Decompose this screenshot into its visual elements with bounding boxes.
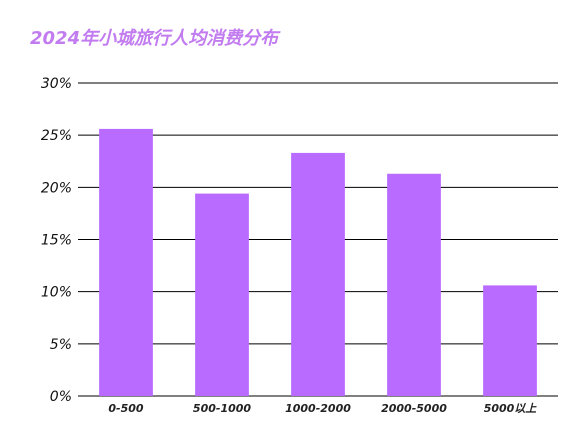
y-tick-label: 20% [41,180,72,196]
x-tick-label: 500-1000 [193,402,251,415]
y-tick-label: 15% [41,233,72,249]
y-tick-label: 25% [41,128,72,144]
y-tick-label: 0% [50,389,72,405]
x-tick-label: 5000以上 [484,402,538,415]
x-axis: 0-500 500-1000 1000-2000 2000-5000 5000以上 [108,402,537,415]
chart-title: 2024年小城旅行人均消费分布 [30,28,279,49]
y-tick-label: 30% [41,76,72,92]
x-tick-label: 1000-2000 [285,402,351,415]
bar-2000-5000 [387,173,441,396]
bar-0-500 [99,128,153,396]
y-tick-label: 5% [50,337,72,353]
y-axis: 0% 5% 10% 15% 20% 25% 30% [41,76,72,405]
bar-layer [99,128,537,396]
bar-5000以上 [483,285,537,396]
x-tick-label: 2000-5000 [381,402,447,415]
x-tick-label: 0-500 [108,402,144,415]
bar-500-1000 [195,193,249,396]
bar-1000-2000 [291,152,345,396]
y-tick-label: 10% [41,285,72,301]
